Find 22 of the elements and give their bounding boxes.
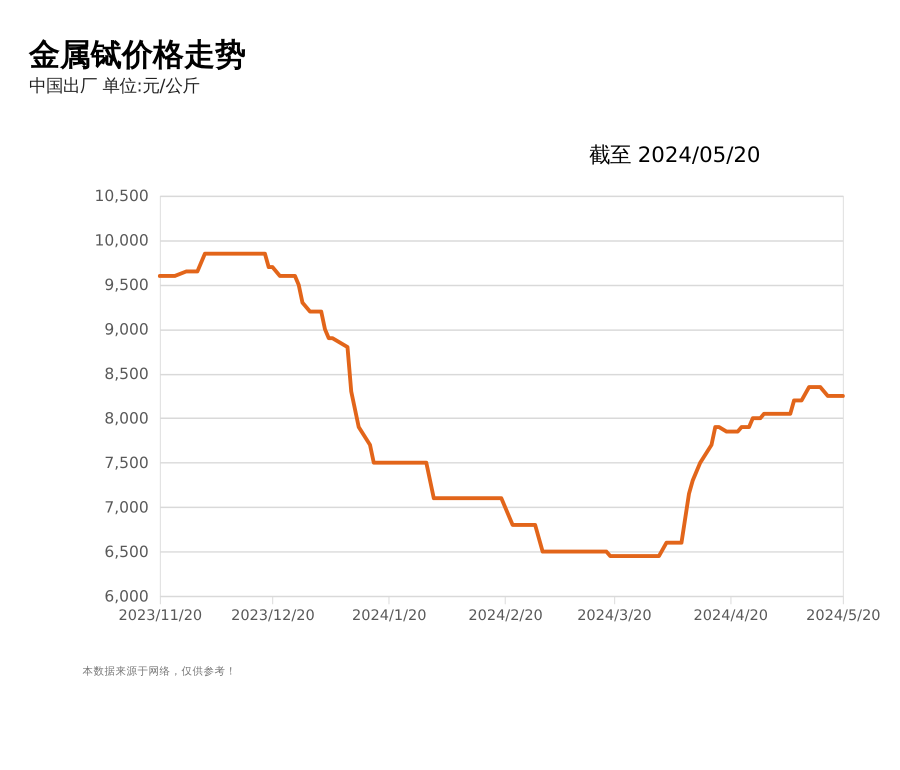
y-tick-label: 9,000 bbox=[104, 320, 149, 339]
y-tick-label: 6,000 bbox=[104, 587, 149, 606]
text: 截至 2024/05/20 bbox=[588, 143, 760, 168]
x-tick-label: 2024/2/20 bbox=[468, 608, 543, 624]
x-tick-label: 2023/12/20 bbox=[231, 608, 315, 624]
chart-title: 金属铽价格走势 bbox=[28, 37, 246, 74]
x-tick-label: 2024/4/20 bbox=[694, 608, 768, 624]
chart-subtitle: 中国出厂 单位:元/公斤 bbox=[29, 76, 200, 96]
x-tick-label: 2024/3/20 bbox=[577, 608, 652, 624]
text: 本数据来源于网络，仅供参考！ bbox=[82, 664, 236, 678]
y-tick-label: 10,500 bbox=[94, 187, 149, 206]
x-tick-label: 2024/1/20 bbox=[352, 608, 426, 624]
y-tick-label: 10,000 bbox=[94, 232, 149, 250]
y-tick-label: 6,500 bbox=[104, 542, 149, 561]
y-tick-label: 8,500 bbox=[104, 365, 149, 384]
y-tick-label: 9,500 bbox=[104, 276, 149, 294]
y-tick-label: 7,500 bbox=[104, 454, 149, 472]
x-tick-label: 2023/11/20 bbox=[118, 608, 202, 624]
y-tick-label: 8,000 bbox=[104, 410, 149, 428]
x-tick-label: 2024/5/20 bbox=[806, 608, 881, 624]
y-tick-label: 7,000 bbox=[104, 498, 149, 516]
line-series bbox=[158, 252, 845, 558]
